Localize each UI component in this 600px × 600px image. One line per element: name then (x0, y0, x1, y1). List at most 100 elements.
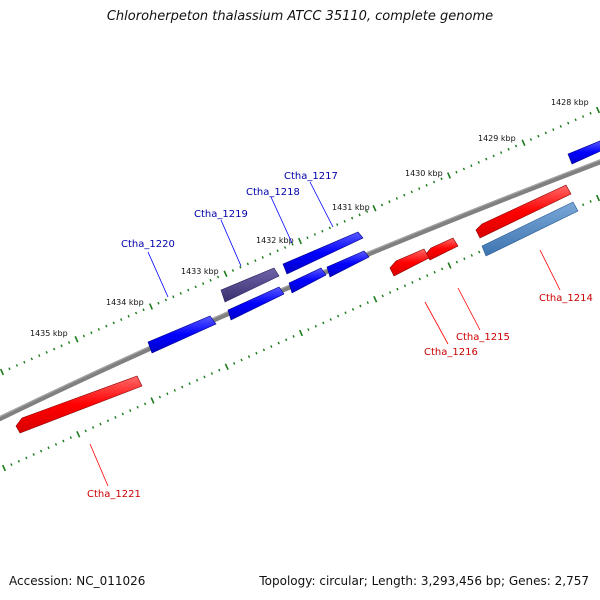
inner-ruler-minor-tick (478, 250, 481, 254)
outer-ruler-minor-tick (53, 347, 56, 351)
outer-ruler-major-tick (446, 172, 452, 179)
inner-ruler-major-tick (150, 397, 155, 404)
inner-ruler-major-tick (224, 363, 229, 371)
inner-ruler-minor-tick (181, 385, 184, 389)
gene-label-ctha-1220[interactable]: Ctha_1220 (121, 239, 175, 250)
outer-ruler-minor-tick (112, 321, 115, 325)
outer-ruler-minor-tick (470, 164, 473, 168)
inner-ruler-minor-tick (359, 304, 362, 308)
outer-ruler-minor-tick (38, 354, 41, 357)
outer-ruler-minor-tick (67, 341, 71, 344)
gene-label-ctha-1219[interactable]: Ctha_1219 (194, 209, 248, 220)
kbp-label-1428: 1428 kbp (551, 98, 589, 107)
gene-label-ctha-1215[interactable]: Ctha_1215 (456, 332, 510, 343)
inner-ruler-minor-tick (426, 274, 429, 277)
gene-label-ctha-1217[interactable]: Ctha_1217 (284, 171, 338, 182)
inner-ruler-minor-tick (54, 443, 58, 446)
outer-ruler-minor-tick (8, 367, 11, 371)
gene-arrow-ctha-1217[interactable] (282, 231, 364, 275)
inner-ruler-minor-tick (173, 389, 176, 392)
outer-ruler-minor-tick (291, 242, 294, 246)
outer-ruler-minor-tick (418, 187, 421, 190)
gene-leader-lines (89, 181, 561, 487)
outer-ruler-minor-tick (343, 219, 346, 223)
inner-ruler-minor-tick (322, 321, 325, 325)
outer-ruler-minor-tick (120, 318, 123, 321)
outer-ruler-minor-tick (276, 249, 279, 253)
outer-ruler-minor-tick (15, 364, 19, 367)
gene-arrow-ctha-1220[interactable] (147, 315, 217, 354)
map-title: Chloroherpeton thalassium ATCC 35110, co… (106, 9, 494, 24)
inner-ruler-minor-tick (396, 287, 399, 291)
outer-ruler-minor-tick (254, 259, 257, 263)
outer-ruler-minor-tick (537, 134, 540, 138)
genome-backbone (0, 159, 600, 422)
outer-ruler-minor-tick (567, 121, 570, 125)
outer-ruler-minor-tick (261, 256, 264, 259)
kbp-label-1429: 1429 kbp (478, 134, 516, 143)
outer-ruler-minor-tick (328, 226, 331, 230)
outer-ruler-minor-tick (358, 213, 361, 217)
inner-ruler-minor-tick (292, 335, 295, 338)
inner-ruler-minor-tick (381, 294, 384, 298)
outer-ruler-major-tick (223, 270, 228, 278)
gene-arrow-ctha-1218b[interactable] (326, 250, 370, 278)
gene-label-ctha-1218[interactable]: Ctha_1218 (246, 187, 300, 198)
inner-ruler-minor-tick (17, 459, 20, 463)
outer-ruler-minor-tick (403, 193, 406, 197)
inner-ruler-minor-tick (463, 257, 466, 261)
inner-ruler-minor-tick (158, 395, 162, 399)
outer-ruler-minor-tick (172, 295, 175, 299)
outer-ruler-minor-tick (60, 344, 63, 348)
outer-ruler-minor-tick (45, 350, 48, 354)
inner-ruler-minor-tick (114, 416, 117, 419)
gene-arrow-ctha-1219b[interactable] (227, 286, 285, 321)
inner-ruler-minor-tick (47, 446, 50, 450)
outer-ruler-minor-tick (30, 357, 33, 361)
outer-ruler-minor-tick (544, 131, 547, 135)
outer-ruler-minor-tick (239, 265, 242, 269)
outer-ruler-minor-tick (589, 111, 592, 115)
gene-label-ctha-1216[interactable]: Ctha_1216 (424, 347, 478, 358)
gene-arrow-ctha-1218a[interactable] (288, 267, 327, 294)
inner-ruler-minor-tick (247, 355, 251, 358)
outer-ruler-minor-tick (425, 183, 428, 187)
accession-text: Accession: NC_011026 (9, 574, 146, 588)
inner-ruler-minor-tick (307, 328, 310, 331)
inner-ruler-minor-tick (344, 311, 347, 315)
inner-ruler-major-tick (298, 329, 304, 337)
gene-label-ctha-1221[interactable]: Ctha_1221 (87, 489, 141, 500)
gene-arrow-ctha-1214[interactable] (481, 201, 579, 257)
outer-ruler-major-tick (297, 237, 303, 245)
inner-ruler-minor-tick (143, 402, 147, 406)
outer-ruler-minor-tick (388, 200, 391, 204)
inner-ruler-minor-tick (195, 378, 199, 382)
outer-ruler-minor-tick (365, 210, 369, 213)
inner-ruler-minor-tick (32, 453, 35, 456)
gene-arrow-ctha-1215[interactable] (425, 237, 459, 261)
outer-ruler-minor-tick (216, 275, 220, 279)
gene-arrow-ctha-1221[interactable] (15, 375, 143, 434)
gene-arrow-ctha-1214-red[interactable] (475, 184, 572, 239)
gene-label-ctha-1214[interactable]: Ctha_1214 (539, 293, 593, 304)
gene-arrow-ctha-1219[interactable] (220, 267, 280, 303)
outer-ruler-minor-tick (351, 216, 354, 220)
inner-ruler-minor-tick (39, 449, 43, 453)
outer-ruler-minor-tick (142, 308, 145, 312)
inner-ruler-minor-tick (218, 368, 221, 372)
inner-ruler-major-tick (1, 464, 7, 472)
gene-arrow-1228-fwd[interactable] (567, 140, 600, 165)
kbp-label-1432: 1432 kbp (256, 236, 294, 245)
outer-ruler-minor-tick (209, 278, 212, 282)
outer-ruler-minor-tick (82, 334, 86, 338)
inner-ruler-minor-tick (121, 412, 124, 416)
outer-ruler-minor-tick (231, 269, 235, 272)
inner-ruler-minor-tick (136, 405, 139, 409)
kbp-label-1430: 1430 kbp (405, 169, 443, 178)
inner-ruler-minor-tick (255, 351, 258, 355)
gene-arrow-ctha-1216[interactable] (389, 248, 430, 277)
inner-ruler-minor-tick (262, 348, 266, 352)
inner-ruler-minor-tick (388, 291, 392, 294)
inner-ruler-minor-tick (129, 409, 132, 412)
